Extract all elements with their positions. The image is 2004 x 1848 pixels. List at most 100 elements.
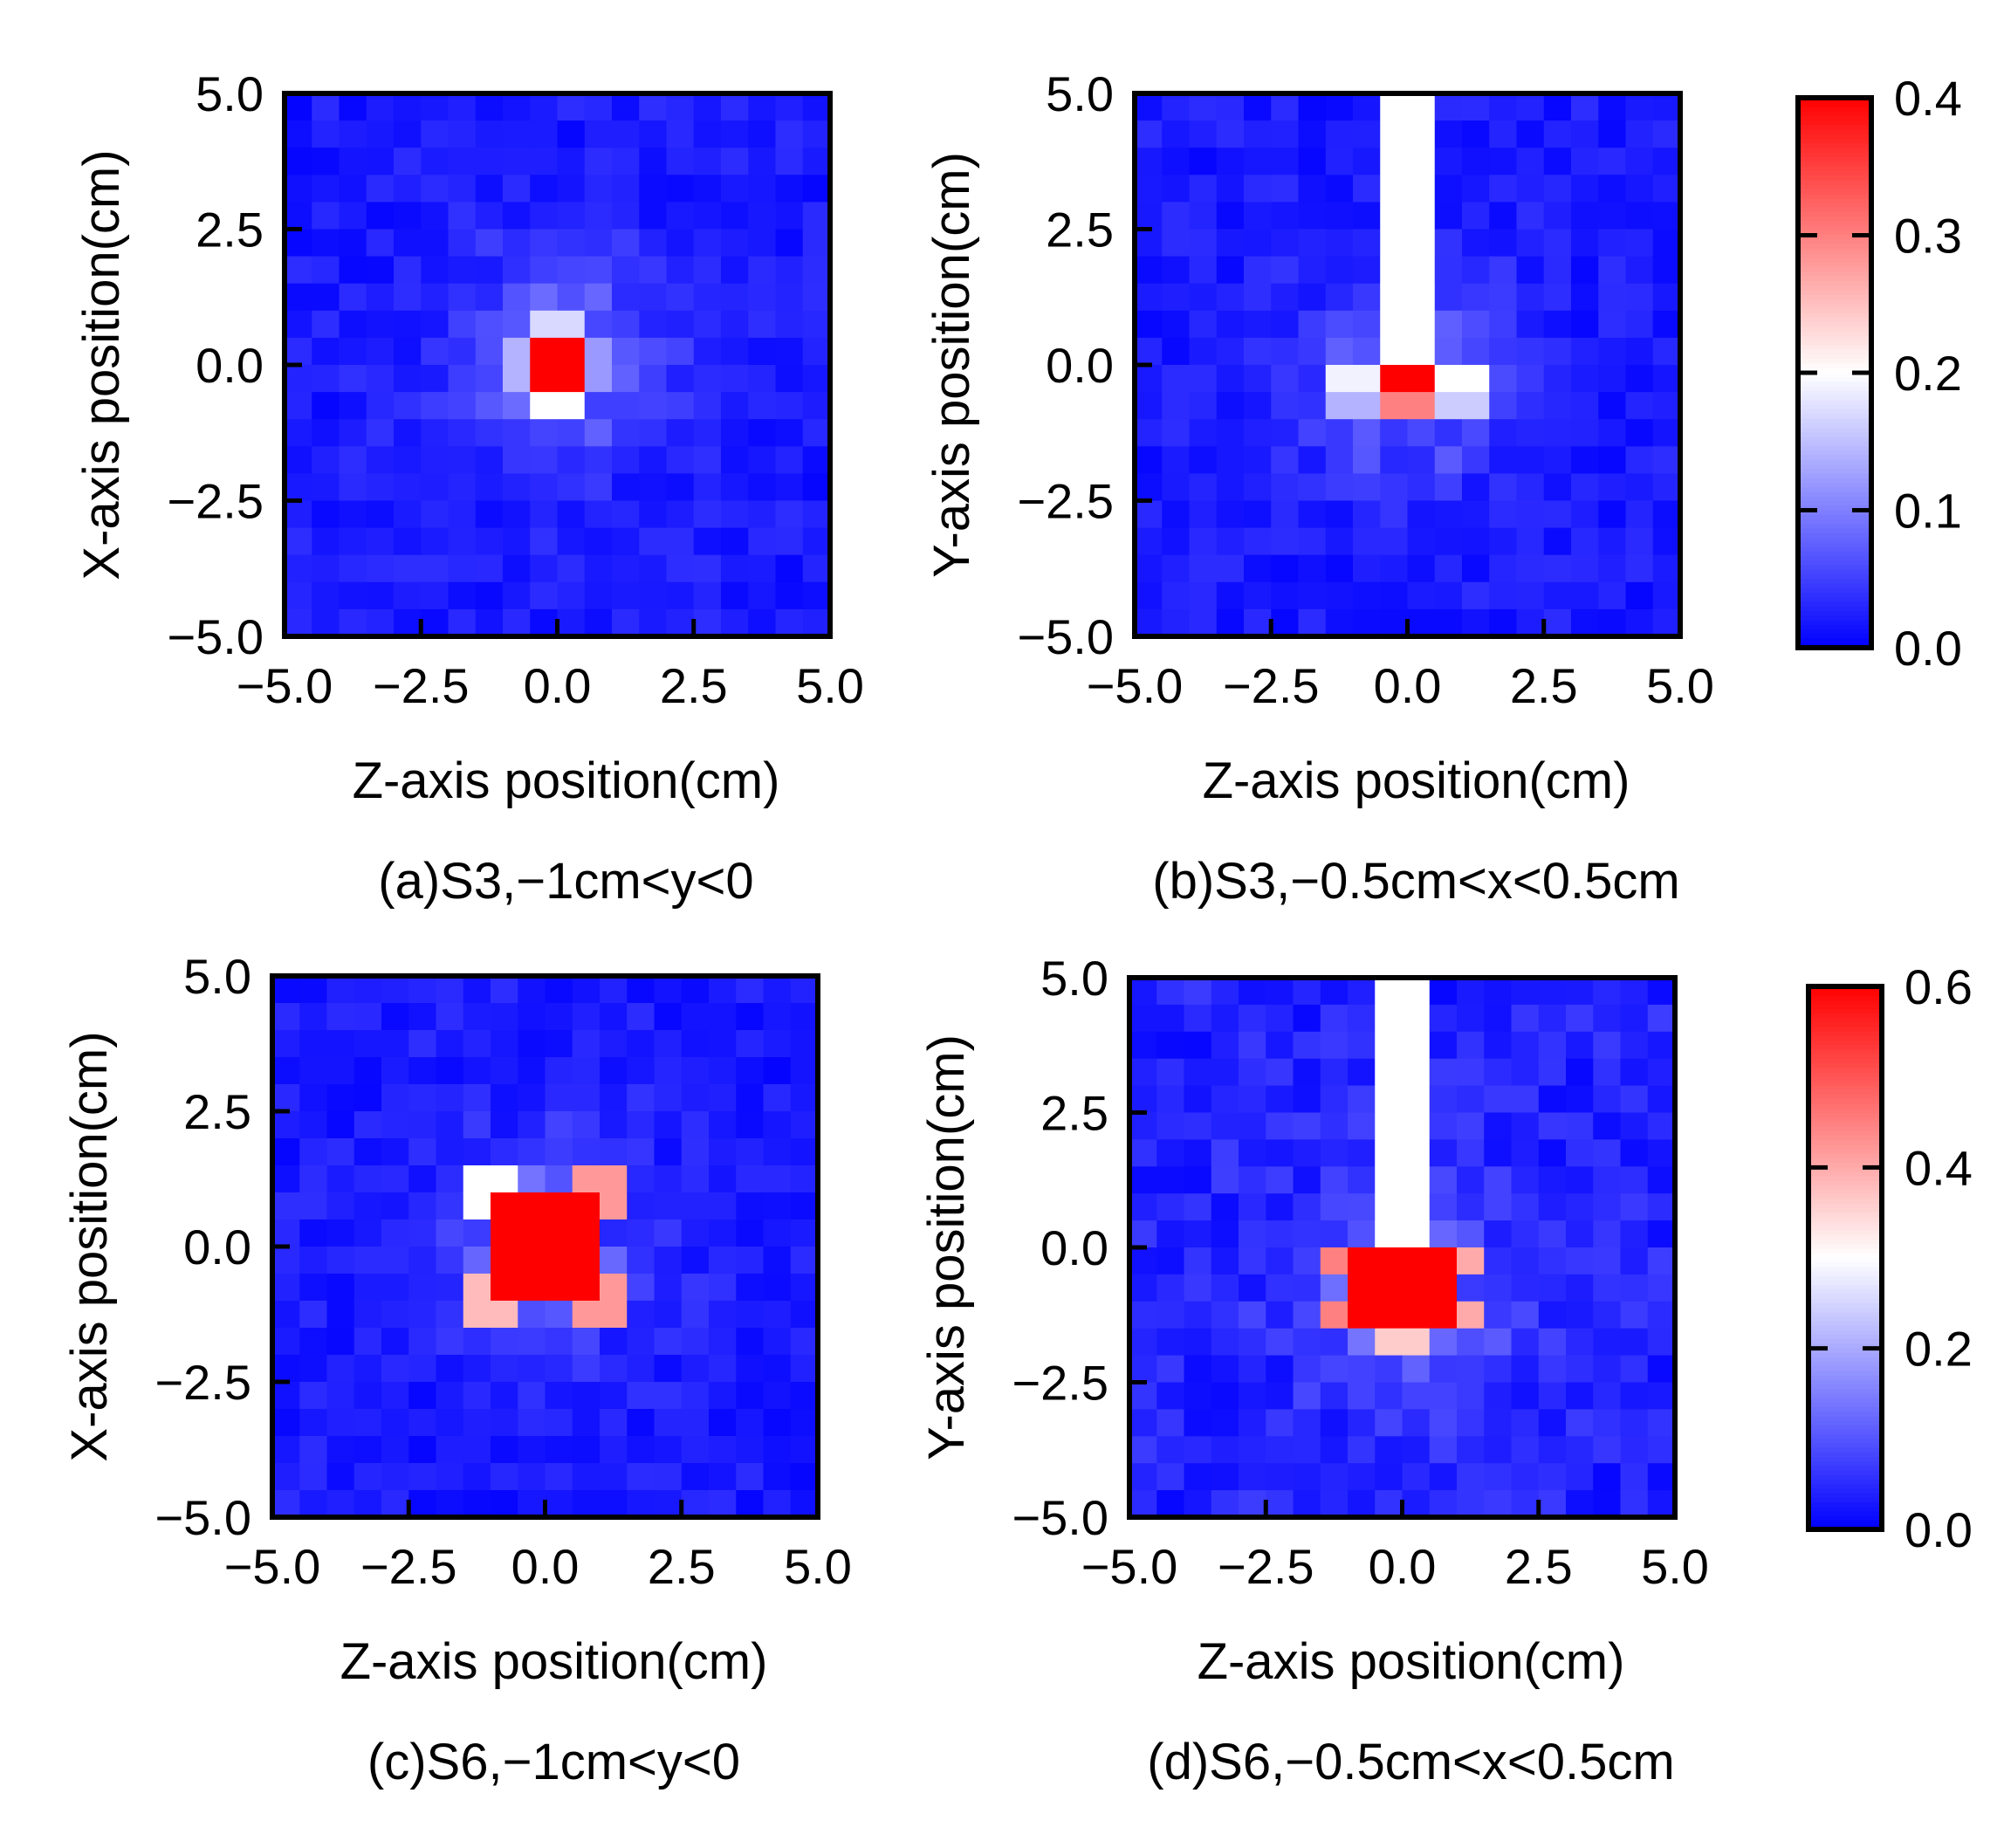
heatmap-cell — [1511, 1166, 1540, 1194]
heatmap-cell — [1489, 229, 1518, 258]
heatmap-cell — [763, 1084, 792, 1112]
panel-b: −5.0 −2.5 0.0 2.5 5.0−5.0−2.50.02.55.0 Z-axi… — [923, 66, 1714, 910]
heatmap-cell — [503, 500, 531, 529]
colorbar-swatch — [1808, 1022, 1882, 1028]
heatmap-cell — [584, 392, 613, 420]
heatmap-cell — [491, 1165, 518, 1193]
colorbar-swatch — [1808, 1429, 1882, 1435]
heatmap-cell — [394, 256, 422, 285]
heatmap-cell — [299, 1328, 328, 1356]
heatmap-cell — [1266, 1463, 1294, 1491]
heatmap-cell — [1620, 1274, 1649, 1302]
heatmap-cell — [1271, 473, 1300, 502]
heatmap-cell — [1511, 1328, 1540, 1357]
colorbar-swatch — [1798, 102, 1871, 108]
heatmap-cell — [1538, 1085, 1567, 1114]
heatmap-cell — [721, 581, 749, 610]
heatmap-cell — [1216, 148, 1245, 175]
colorbar-swatch — [1798, 414, 1871, 420]
heatmap-cell — [1189, 581, 1218, 610]
heatmap-cell — [1184, 1247, 1212, 1275]
heatmap-cell — [394, 392, 422, 420]
heatmap-cell — [1266, 1004, 1294, 1033]
heatmap-cell — [299, 1274, 328, 1302]
heatmap-cell — [600, 1192, 628, 1220]
colorbar-swatch — [1798, 634, 1871, 640]
heatmap-cell — [1647, 1274, 1676, 1302]
heatmap-cell — [1571, 554, 1599, 583]
heatmap-cell — [600, 1057, 628, 1085]
heatmap-cell — [1211, 1112, 1239, 1140]
heatmap-cell — [584, 202, 613, 230]
colorbar-swatch — [1798, 501, 1871, 507]
heatmap-cell — [1457, 1382, 1485, 1410]
heatmap-cell — [748, 473, 777, 502]
heatmap-cell — [1293, 1436, 1321, 1464]
heatmap-cell — [545, 1274, 573, 1302]
heatmap-cell — [802, 581, 831, 610]
heatmap-cell — [627, 1030, 655, 1058]
heatmap-cell — [1489, 337, 1518, 366]
heatmap-cell — [1511, 1247, 1540, 1275]
heatmap-cell — [1652, 93, 1681, 121]
heatmap-cell — [1566, 1274, 1594, 1302]
colorbar-swatch — [1798, 258, 1871, 264]
heatmap-cell — [639, 310, 668, 339]
colorbar-swatch — [1808, 1402, 1882, 1408]
heatmap-cell — [421, 608, 450, 637]
heatmap-cell — [1320, 1382, 1349, 1410]
colorbar-swatch — [1808, 1130, 1882, 1137]
heatmap-cell — [491, 976, 518, 1004]
heatmap-cell — [1348, 1436, 1376, 1464]
heatmap-cell — [763, 1274, 792, 1302]
heatmap-cell — [1293, 1301, 1321, 1329]
heatmap-cell — [1239, 1220, 1266, 1248]
heatmap-cell — [763, 1355, 792, 1383]
heatmap-cell — [530, 310, 559, 339]
heatmap-cell — [530, 581, 559, 610]
heatmap-cell — [1189, 500, 1218, 529]
heatmap-cell — [666, 229, 695, 258]
heatmap-cell — [1325, 392, 1354, 420]
heatmap-cell — [1647, 1328, 1676, 1357]
heatmap-cell — [1129, 1274, 1157, 1302]
heatmap-cell — [666, 500, 695, 529]
heatmap-cell — [1216, 365, 1245, 393]
heatmap-cell — [639, 419, 668, 447]
colorbar-tick-label: 0.1 — [1894, 484, 1962, 539]
colorbar-swatch — [1798, 249, 1871, 255]
heatmap-cell — [1457, 1355, 1485, 1384]
colorbar-swatch — [1798, 519, 1871, 526]
heatmap-cell — [639, 229, 668, 258]
heatmap-cell — [1543, 148, 1572, 175]
heatmap-cell — [1538, 1193, 1567, 1221]
heatmap-cell — [572, 1084, 601, 1112]
heatmap-cell — [1647, 1436, 1676, 1464]
colorbar-swatch — [1798, 345, 1871, 351]
colorbar-swatch — [1808, 1027, 1882, 1033]
heatmap-cell — [1511, 1463, 1540, 1491]
colorbar-swatch — [1808, 1398, 1882, 1404]
heatmap-cell — [1598, 500, 1627, 529]
colorbar-swatch — [1798, 120, 1871, 127]
heatmap-cell — [1511, 1301, 1540, 1329]
heatmap-cell — [557, 120, 586, 148]
heatmap-cell — [693, 446, 722, 474]
heatmap-cell — [1484, 1085, 1513, 1114]
heatmap-cell — [1129, 1139, 1157, 1167]
heatmap-cell — [1625, 310, 1654, 339]
heatmap-cell — [1266, 1058, 1294, 1087]
heatmap-cell — [1325, 256, 1354, 285]
heatmap-cell — [1211, 1382, 1239, 1410]
colorbar-swatch — [1798, 308, 1871, 314]
heatmap-cell — [518, 1490, 546, 1518]
heatmap-cell — [1325, 419, 1354, 447]
colorbar-swatch — [1798, 253, 1871, 259]
colorbar-swatch — [1808, 1163, 1882, 1169]
heatmap-cell — [654, 1355, 683, 1383]
colorbar-swatch — [1798, 381, 1871, 388]
heatmap-cell — [1156, 1031, 1185, 1060]
heatmap-cell — [1593, 1301, 1622, 1329]
heatmap-cell — [1516, 202, 1545, 230]
heatmap-cell — [1647, 1058, 1676, 1087]
